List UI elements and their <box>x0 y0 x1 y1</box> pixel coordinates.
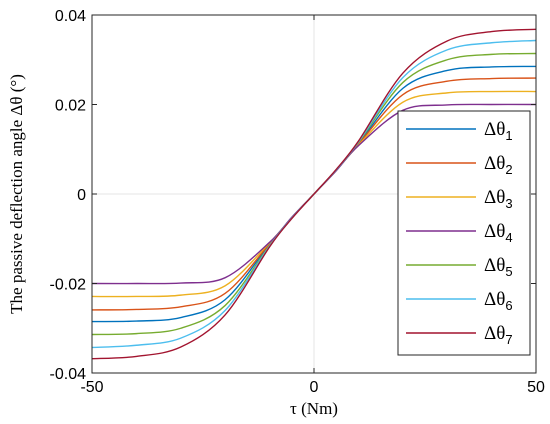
x-axis-label: τ (Nm) <box>290 399 338 418</box>
series-layer <box>91 28 537 360</box>
legend-box <box>397 110 531 356</box>
ticks-layer: -50 0 50 -0.04 -0.02 0 0.02 0.04 <box>50 8 545 396</box>
legend: Δθ1 Δθ2 Δθ3 Δθ4 Δθ5 Δθ6 Δθ7 <box>397 110 531 356</box>
x-tick-label: 0 <box>310 379 319 396</box>
y-tick-label: -0.02 <box>50 277 87 294</box>
series-line-7 <box>91 28 537 360</box>
legend-label-6: Δθ6 <box>484 289 513 313</box>
y-tick-label: 0.04 <box>55 8 86 25</box>
x-tick-label: 50 <box>527 379 545 396</box>
legend-label-7: Δθ7 <box>484 323 513 347</box>
y-tick-label: 0.02 <box>55 98 86 115</box>
y-tick-label: -0.04 <box>50 366 87 383</box>
legend-label-3: Δθ3 <box>484 187 513 211</box>
legend-label-1: Δθ1 <box>484 119 513 143</box>
x-tick-label: -50 <box>80 379 103 396</box>
y-tick-label: 0 <box>77 187 86 204</box>
legend-label-4: Δθ4 <box>484 221 513 245</box>
legend-label-5: Δθ5 <box>484 255 513 279</box>
legend-label-2: Δθ2 <box>484 153 513 177</box>
y-axis-label: The passive deflection angle Δθ (°) <box>7 74 26 314</box>
